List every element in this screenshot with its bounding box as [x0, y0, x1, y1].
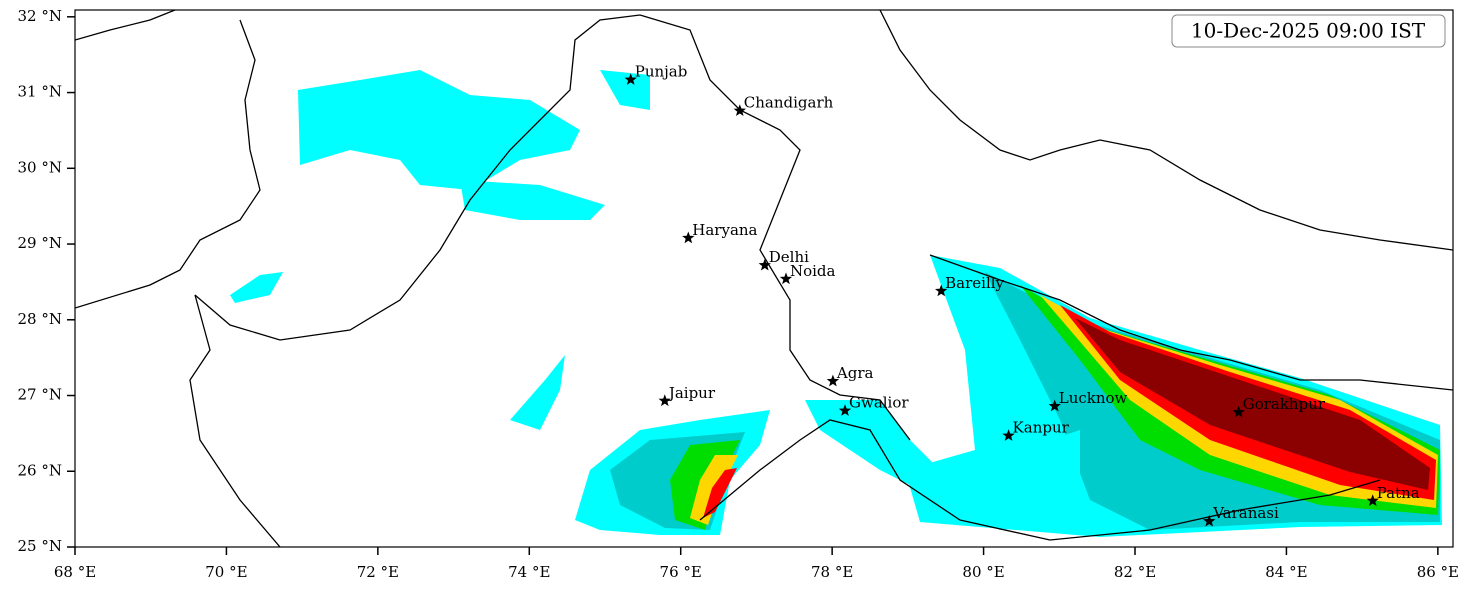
x-tick-label: 70 °E: [205, 563, 247, 581]
x-tick-label: 78 °E: [811, 563, 853, 581]
city-label: Jaipur: [667, 384, 716, 402]
y-tick-label: 27 °N: [18, 386, 62, 404]
title-box: [1171, 14, 1446, 48]
city-marker: [838, 404, 852, 416]
city-marker: [733, 104, 746, 116]
x-tick-label: 74 °E: [508, 563, 550, 581]
city-label: Patna: [1377, 484, 1420, 502]
x-tick-label: 82 °E: [1114, 563, 1156, 581]
city-label: Agra: [836, 364, 874, 382]
y-tick-label: 32 °N: [18, 7, 62, 25]
city-label: Gorakhpur: [1243, 395, 1326, 413]
y-tick-label: 26 °N: [18, 461, 62, 479]
x-tick-label: 72 °E: [357, 563, 399, 581]
x-tick-label: 68 °E: [54, 563, 96, 581]
x-tick-label: 80 °E: [962, 563, 1004, 581]
precipitation: [230, 70, 1442, 537]
city-marker: [1048, 399, 1061, 412]
city-marker: [1002, 429, 1015, 441]
city-label: Delhi: [769, 248, 809, 266]
x-tick-label: 86 °E: [1417, 563, 1459, 581]
city-marker: [658, 394, 671, 407]
city-label: Lucknow: [1059, 389, 1128, 407]
y-tick-label: 31 °N: [18, 83, 62, 101]
city-label: Kanpur: [1013, 419, 1070, 437]
city-label: Gwalior: [849, 394, 909, 412]
city-marker: [935, 284, 948, 297]
city-marker: [779, 272, 793, 285]
map-title: 10-Dec-2025 09:00 IST: [1191, 19, 1426, 43]
city-marker: [682, 231, 695, 244]
x-tick-label: 84 °E: [1265, 563, 1307, 581]
city-marker: [758, 258, 771, 271]
city-label: Punjab: [635, 63, 688, 81]
city-label: Haryana: [692, 221, 757, 239]
x-tick-label: 76 °E: [660, 563, 702, 581]
city-label: Bareilly: [945, 274, 1004, 292]
city-label: Noida: [790, 262, 836, 280]
city-label: Varanasi: [1212, 504, 1279, 522]
city-marker: [826, 374, 840, 387]
y-tick-label: 28 °N: [18, 310, 62, 328]
y-tick-label: 30 °N: [18, 158, 62, 176]
city-label: Chandigarh: [744, 94, 834, 112]
city-marker: [1366, 494, 1379, 507]
y-tick-label: 29 °N: [18, 234, 62, 252]
city-marker: [1232, 405, 1245, 418]
city-marker: [1203, 514, 1216, 527]
boundaries: [75, 10, 1453, 547]
city-marker: [624, 73, 637, 85]
map-frame: [74, 9, 1454, 548]
y-tick-label: 25 °N: [18, 537, 62, 555]
